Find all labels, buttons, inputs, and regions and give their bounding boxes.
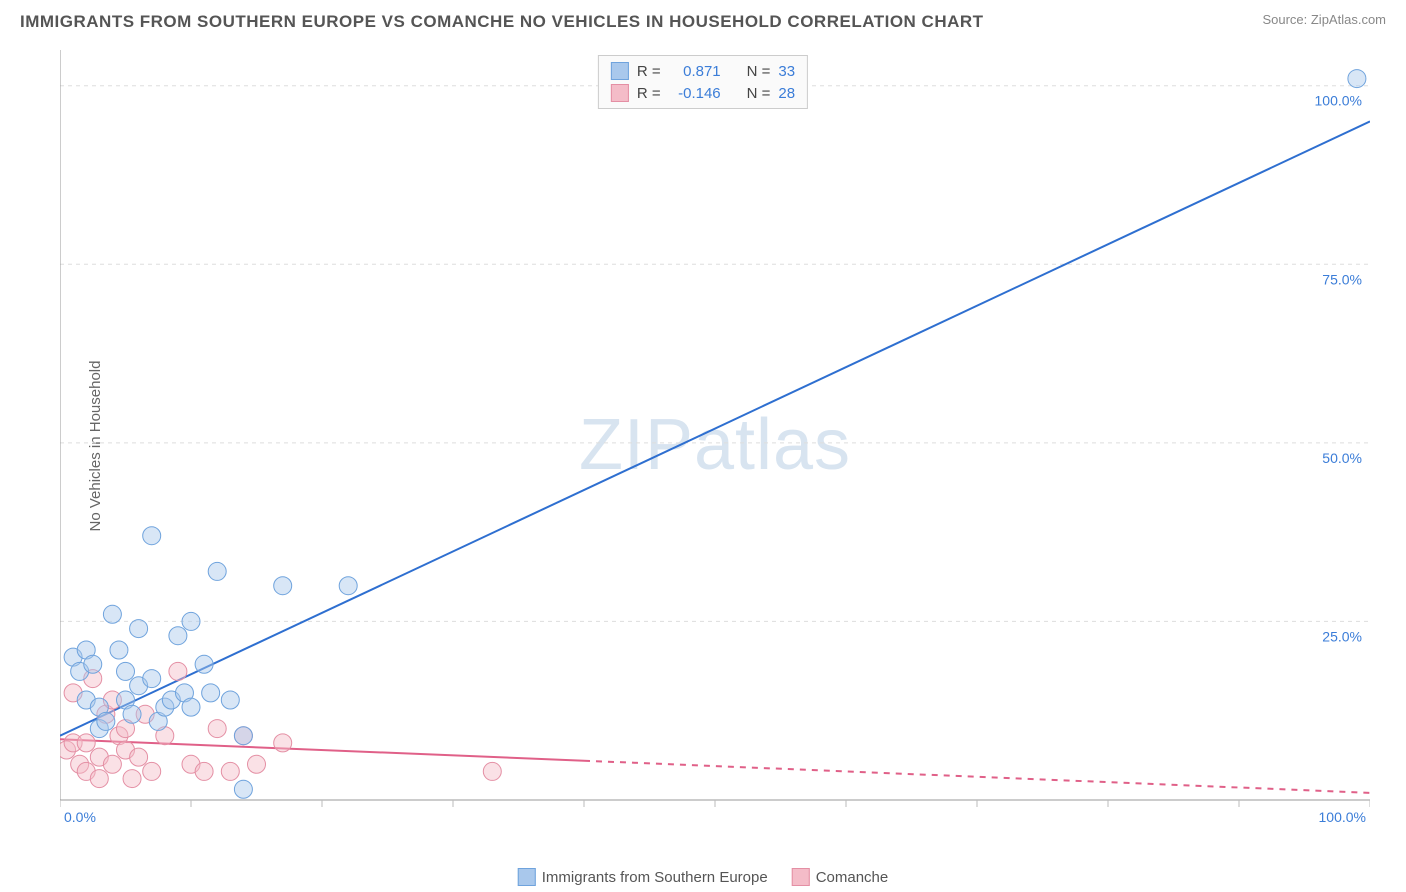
data-point xyxy=(274,577,292,595)
y-tick-label: 50.0% xyxy=(1322,450,1362,466)
data-point xyxy=(274,734,292,752)
legend-swatch xyxy=(792,868,810,886)
legend-item: Immigrants from Southern Europe xyxy=(518,868,768,886)
data-point xyxy=(234,727,252,745)
r-value: 0.871 xyxy=(669,63,721,80)
data-point xyxy=(169,627,187,645)
legend-series: Immigrants from Southern Europe Comanche xyxy=(518,868,888,886)
data-point xyxy=(130,620,148,638)
r-label: R = xyxy=(637,63,661,80)
legend-label: Comanche xyxy=(816,869,889,886)
y-tick-label: 100.0% xyxy=(1315,93,1362,109)
source-label: Source: ZipAtlas.com xyxy=(1262,12,1386,27)
legend-swatch xyxy=(611,84,629,102)
legend-stat-row: R = 0.871 N = 33 xyxy=(611,60,795,82)
legend-label: Immigrants from Southern Europe xyxy=(542,869,768,886)
legend-stat-row: R = -0.146 N = 28 xyxy=(611,82,795,104)
trend-line-dashed xyxy=(584,761,1370,793)
r-label: R = xyxy=(637,85,661,102)
trend-line xyxy=(60,121,1370,735)
n-label: N = xyxy=(747,63,771,80)
data-point xyxy=(248,755,266,773)
data-point xyxy=(234,780,252,798)
legend-stats: R = 0.871 N = 33 R = -0.146 N = 28 xyxy=(598,55,808,109)
data-point xyxy=(77,734,95,752)
legend-swatch xyxy=(518,868,536,886)
y-tick-label: 25.0% xyxy=(1322,628,1362,644)
data-point xyxy=(84,655,102,673)
header: IMMIGRANTS FROM SOUTHERN EUROPE VS COMAN… xyxy=(20,12,1386,32)
data-point xyxy=(143,762,161,780)
data-point xyxy=(90,770,108,788)
n-value: 33 xyxy=(778,63,795,80)
y-tick-label: 75.0% xyxy=(1322,271,1362,287)
x-min-label: 0.0% xyxy=(64,809,96,825)
x-max-label: 100.0% xyxy=(1319,809,1366,825)
data-point xyxy=(483,762,501,780)
data-point xyxy=(143,527,161,545)
data-point xyxy=(208,720,226,738)
data-point xyxy=(110,641,128,659)
data-point xyxy=(221,691,239,709)
data-point xyxy=(339,577,357,595)
data-point xyxy=(97,712,115,730)
n-value: 28 xyxy=(778,85,795,102)
scatter-plot: 25.0% 50.0% 75.0% 100.0% 0.0% 100.0% xyxy=(60,50,1370,840)
legend-item: Comanche xyxy=(792,868,889,886)
data-point xyxy=(202,684,220,702)
r-value: -0.146 xyxy=(669,85,721,102)
data-point xyxy=(195,655,213,673)
data-point xyxy=(182,612,200,630)
data-point xyxy=(221,762,239,780)
legend-swatch xyxy=(611,62,629,80)
data-point xyxy=(103,755,121,773)
data-point xyxy=(123,705,141,723)
n-label: N = xyxy=(747,85,771,102)
data-point xyxy=(208,562,226,580)
data-point xyxy=(182,698,200,716)
data-point xyxy=(143,670,161,688)
data-point xyxy=(1348,70,1366,88)
data-point xyxy=(169,662,187,680)
data-point xyxy=(117,662,135,680)
data-point xyxy=(195,762,213,780)
page-title: IMMIGRANTS FROM SOUTHERN EUROPE VS COMAN… xyxy=(20,12,984,32)
data-point xyxy=(130,748,148,766)
chart-area: ZIPatlas 25.0%50.0%75.0%100.0%0.0%100.0% xyxy=(60,50,1370,840)
data-point xyxy=(123,770,141,788)
data-point xyxy=(103,605,121,623)
